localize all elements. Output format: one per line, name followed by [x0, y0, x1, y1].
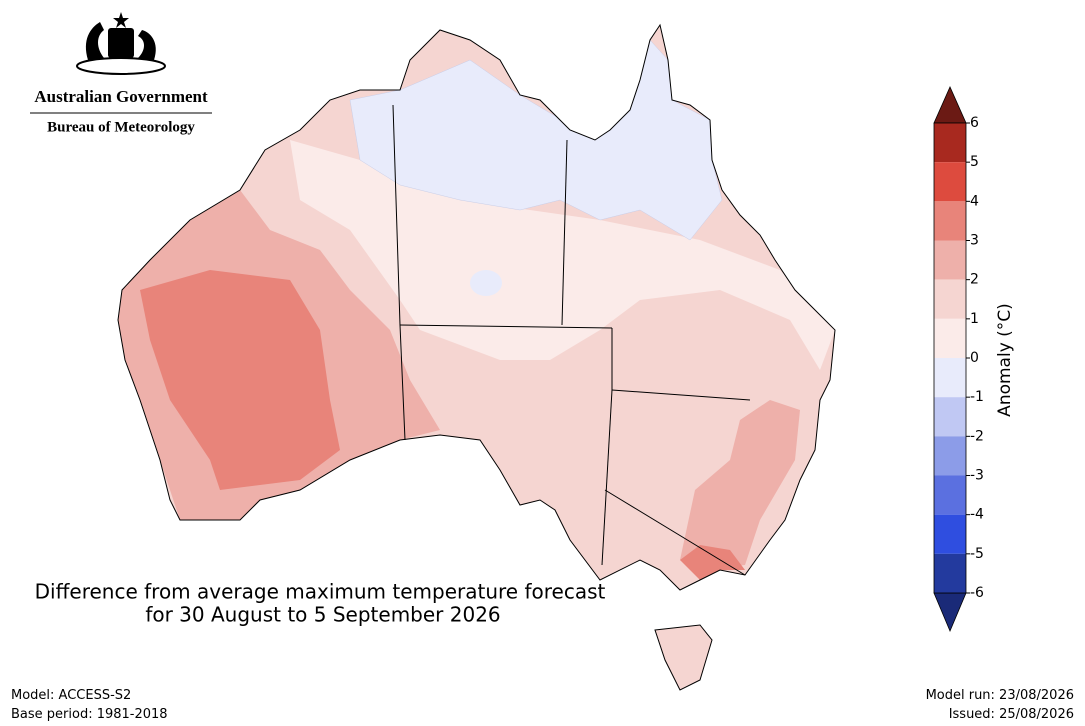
- state-borders: [392, 104, 751, 576]
- coat-of-arms: [76, 12, 166, 75]
- colorbar-bin: [934, 514, 966, 554]
- colorbar-under: [933, 592, 967, 633]
- colorbar-bin: [934, 201, 966, 241]
- colorbar-bin: [934, 318, 966, 358]
- model-run: Model run: 23/08/2026: [925, 688, 1074, 703]
- model-name: Model: ACCESS-S2: [11, 688, 132, 703]
- colorbar-tick-label: -5: [970, 546, 984, 562]
- base-period: Base period: 1981-2018: [11, 707, 168, 722]
- colorbar-tick-label: 5: [970, 154, 979, 170]
- colorbar-tick-label: 0: [970, 350, 979, 366]
- title-line2: for 30 August to 5 September 2026: [145, 603, 500, 627]
- colorbar-bin: [934, 397, 966, 437]
- colorbar-tick-label: -4: [970, 507, 984, 523]
- colorbar-tick-label: -6: [970, 585, 984, 601]
- colorbar-bin: [934, 436, 966, 476]
- colorbar-bin: [934, 279, 966, 319]
- colorbar-tick-label: -2: [970, 428, 984, 444]
- agency-name: Bureau of Meteorology: [47, 119, 195, 135]
- colorbar-tick-label: 1: [970, 311, 979, 327]
- colorbar-label: Anomaly (°C): [995, 303, 1015, 417]
- colorbar-bin: [934, 475, 966, 515]
- colorbar-tick-label: 6: [970, 115, 979, 131]
- colorbar-tick-label: -1: [970, 389, 984, 405]
- colorbar-bin: [934, 162, 966, 202]
- colorbar-bin: [934, 240, 966, 280]
- issued-date: Issued: 25/08/2026: [948, 707, 1074, 722]
- colorbar-tick-label: 4: [970, 193, 979, 209]
- colorbar-tick-label: -3: [970, 468, 984, 484]
- colorbar-over: [933, 86, 967, 124]
- title-line1: Difference from average maximum temperat…: [35, 580, 606, 604]
- colorbar-tick-label: 2: [970, 272, 979, 288]
- colorbar-bin: [934, 553, 966, 593]
- colorbar-bin: [934, 123, 966, 163]
- colorbar-bin: [934, 358, 966, 398]
- government-name: Australian Government: [34, 87, 208, 106]
- colorbar-tick-label: 3: [970, 233, 979, 249]
- colorbar: 6 5 4 3 2 1 0 -1 -2 -3 -4 -5 -6: [933, 86, 984, 633]
